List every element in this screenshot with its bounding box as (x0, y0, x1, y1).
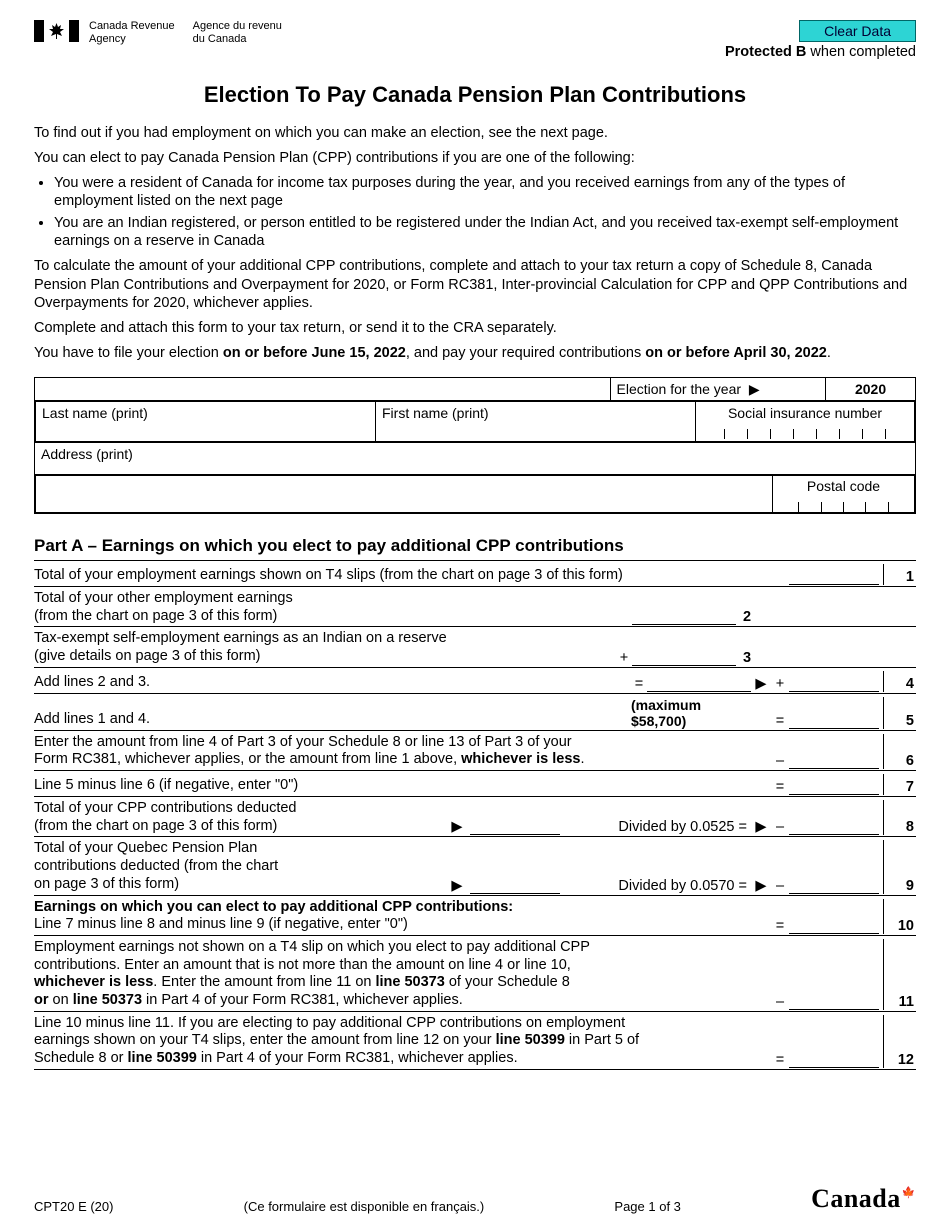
arrow-right-icon: ▶ (444, 819, 470, 835)
intro-p2: You can elect to pay Canada Pension Plan… (34, 149, 916, 168)
intro-p1: To find out if you had employment on whi… (34, 124, 916, 143)
arrow-right-icon: ▶ (444, 878, 470, 894)
protected-b-label: Protected B when completed (725, 44, 916, 60)
calc-line-1: Total of your employment earnings shown … (34, 560, 916, 586)
calc-line-9: Total of your Quebec Pension Plan contri… (34, 836, 916, 894)
agency-fr-line1: Agence du revenu (193, 20, 282, 33)
header-bar: Canada Revenue Agency Agence du revenu d… (34, 20, 916, 60)
line12-amount[interactable] (789, 1050, 879, 1068)
line5-amount[interactable] (789, 711, 879, 729)
intro-bullet-1: You were a resident of Canada for income… (54, 174, 916, 211)
sin-ticks (702, 423, 908, 439)
line4-mid-amount[interactable] (647, 674, 751, 692)
election-year-label: Election for the year ▶ (610, 377, 826, 400)
agency-fr-line2: du Canada (193, 33, 282, 46)
line8-input-amount[interactable] (470, 817, 560, 835)
form-number: CPT20 E (20) (34, 1199, 113, 1214)
agency-signature: Canada Revenue Agency Agence du revenu d… (34, 20, 282, 45)
carry-arrow-icon: ▶ (751, 676, 771, 692)
intro-bullet-2: You are an Indian registered, or person … (54, 214, 916, 251)
part-a-heading: Part A – Earnings on which you elect to … (34, 536, 916, 556)
line4-amount[interactable] (789, 674, 879, 692)
intro-p3: To calculate the amount of your addition… (34, 257, 916, 314)
arrow-right-icon: ▶ (751, 819, 771, 835)
line10-amount[interactable] (789, 916, 879, 934)
calc-line-5: Add lines 1 and 4. (maximum $58,700) = 5 (34, 693, 916, 730)
page-footer: CPT20 E (20) (Ce formulaire est disponib… (34, 1184, 916, 1214)
arrow-right-icon: ▶ (749, 381, 760, 397)
address-field[interactable]: Address (print) (35, 442, 916, 474)
calc-line-4: Add lines 2 and 3. = ▶ + 4 (34, 667, 916, 693)
page-title: Election To Pay Canada Pension Plan Cont… (34, 82, 916, 108)
line2-amount[interactable] (632, 607, 736, 625)
city-field[interactable] (36, 475, 773, 512)
line9-input-amount[interactable] (470, 876, 560, 894)
calc-line-6: Enter the amount from line 4 of Part 3 o… (34, 730, 916, 770)
calc-line-2: Total of your other employment earnings … (34, 586, 916, 626)
first-name-field[interactable]: First name (print) (376, 401, 696, 441)
agency-en-line2: Agency (89, 33, 175, 46)
calc-line-10: Earnings on which you can elect to pay a… (34, 895, 916, 935)
canada-flag-icon (34, 20, 79, 42)
calculation-table: Total of your employment earnings shown … (34, 560, 916, 1070)
calc-line-12: Line 10 minus line 11. If you are electi… (34, 1011, 916, 1070)
line11-amount[interactable] (789, 992, 879, 1010)
line8-amount[interactable] (789, 817, 879, 835)
line6-amount[interactable] (789, 751, 879, 769)
calc-line-11: Employment earnings not shown on a T4 sl… (34, 935, 916, 1011)
intro-p4: Complete and attach this form to your ta… (34, 319, 916, 338)
last-name-field[interactable]: Last name (print) (36, 401, 376, 441)
line7-amount[interactable] (789, 777, 879, 795)
identification-table: Election for the year ▶ 2020 Last name (… (34, 377, 916, 514)
postal-ticks (777, 496, 910, 512)
line1-amount[interactable] (789, 567, 879, 585)
arrow-right-icon: ▶ (751, 878, 771, 894)
page-number: Page 1 of 3 (614, 1199, 681, 1214)
calc-line-7: Line 5 minus line 6 (if negative, enter … (34, 770, 916, 796)
agency-en-line1: Canada Revenue (89, 20, 175, 33)
line3-amount[interactable] (632, 648, 736, 666)
calc-line-3: Tax-exempt self-employment earnings as a… (34, 626, 916, 666)
canada-wordmark-icon: Canada🍁 (811, 1184, 916, 1214)
calc-line-8: Total of your CPP contributions deducted… (34, 796, 916, 836)
intro-p5: You have to file your election on or bef… (34, 344, 916, 363)
line9-amount[interactable] (789, 876, 879, 894)
clear-data-button[interactable]: Clear Data (799, 20, 916, 42)
intro-bullets: You were a resident of Canada for income… (40, 174, 916, 251)
postal-code-field[interactable]: Postal code (773, 475, 915, 512)
french-availability-note: (Ce formulaire est disponible en françai… (244, 1199, 485, 1214)
election-year-value: 2020 (826, 377, 916, 400)
sin-field[interactable]: Social insurance number (696, 401, 915, 441)
